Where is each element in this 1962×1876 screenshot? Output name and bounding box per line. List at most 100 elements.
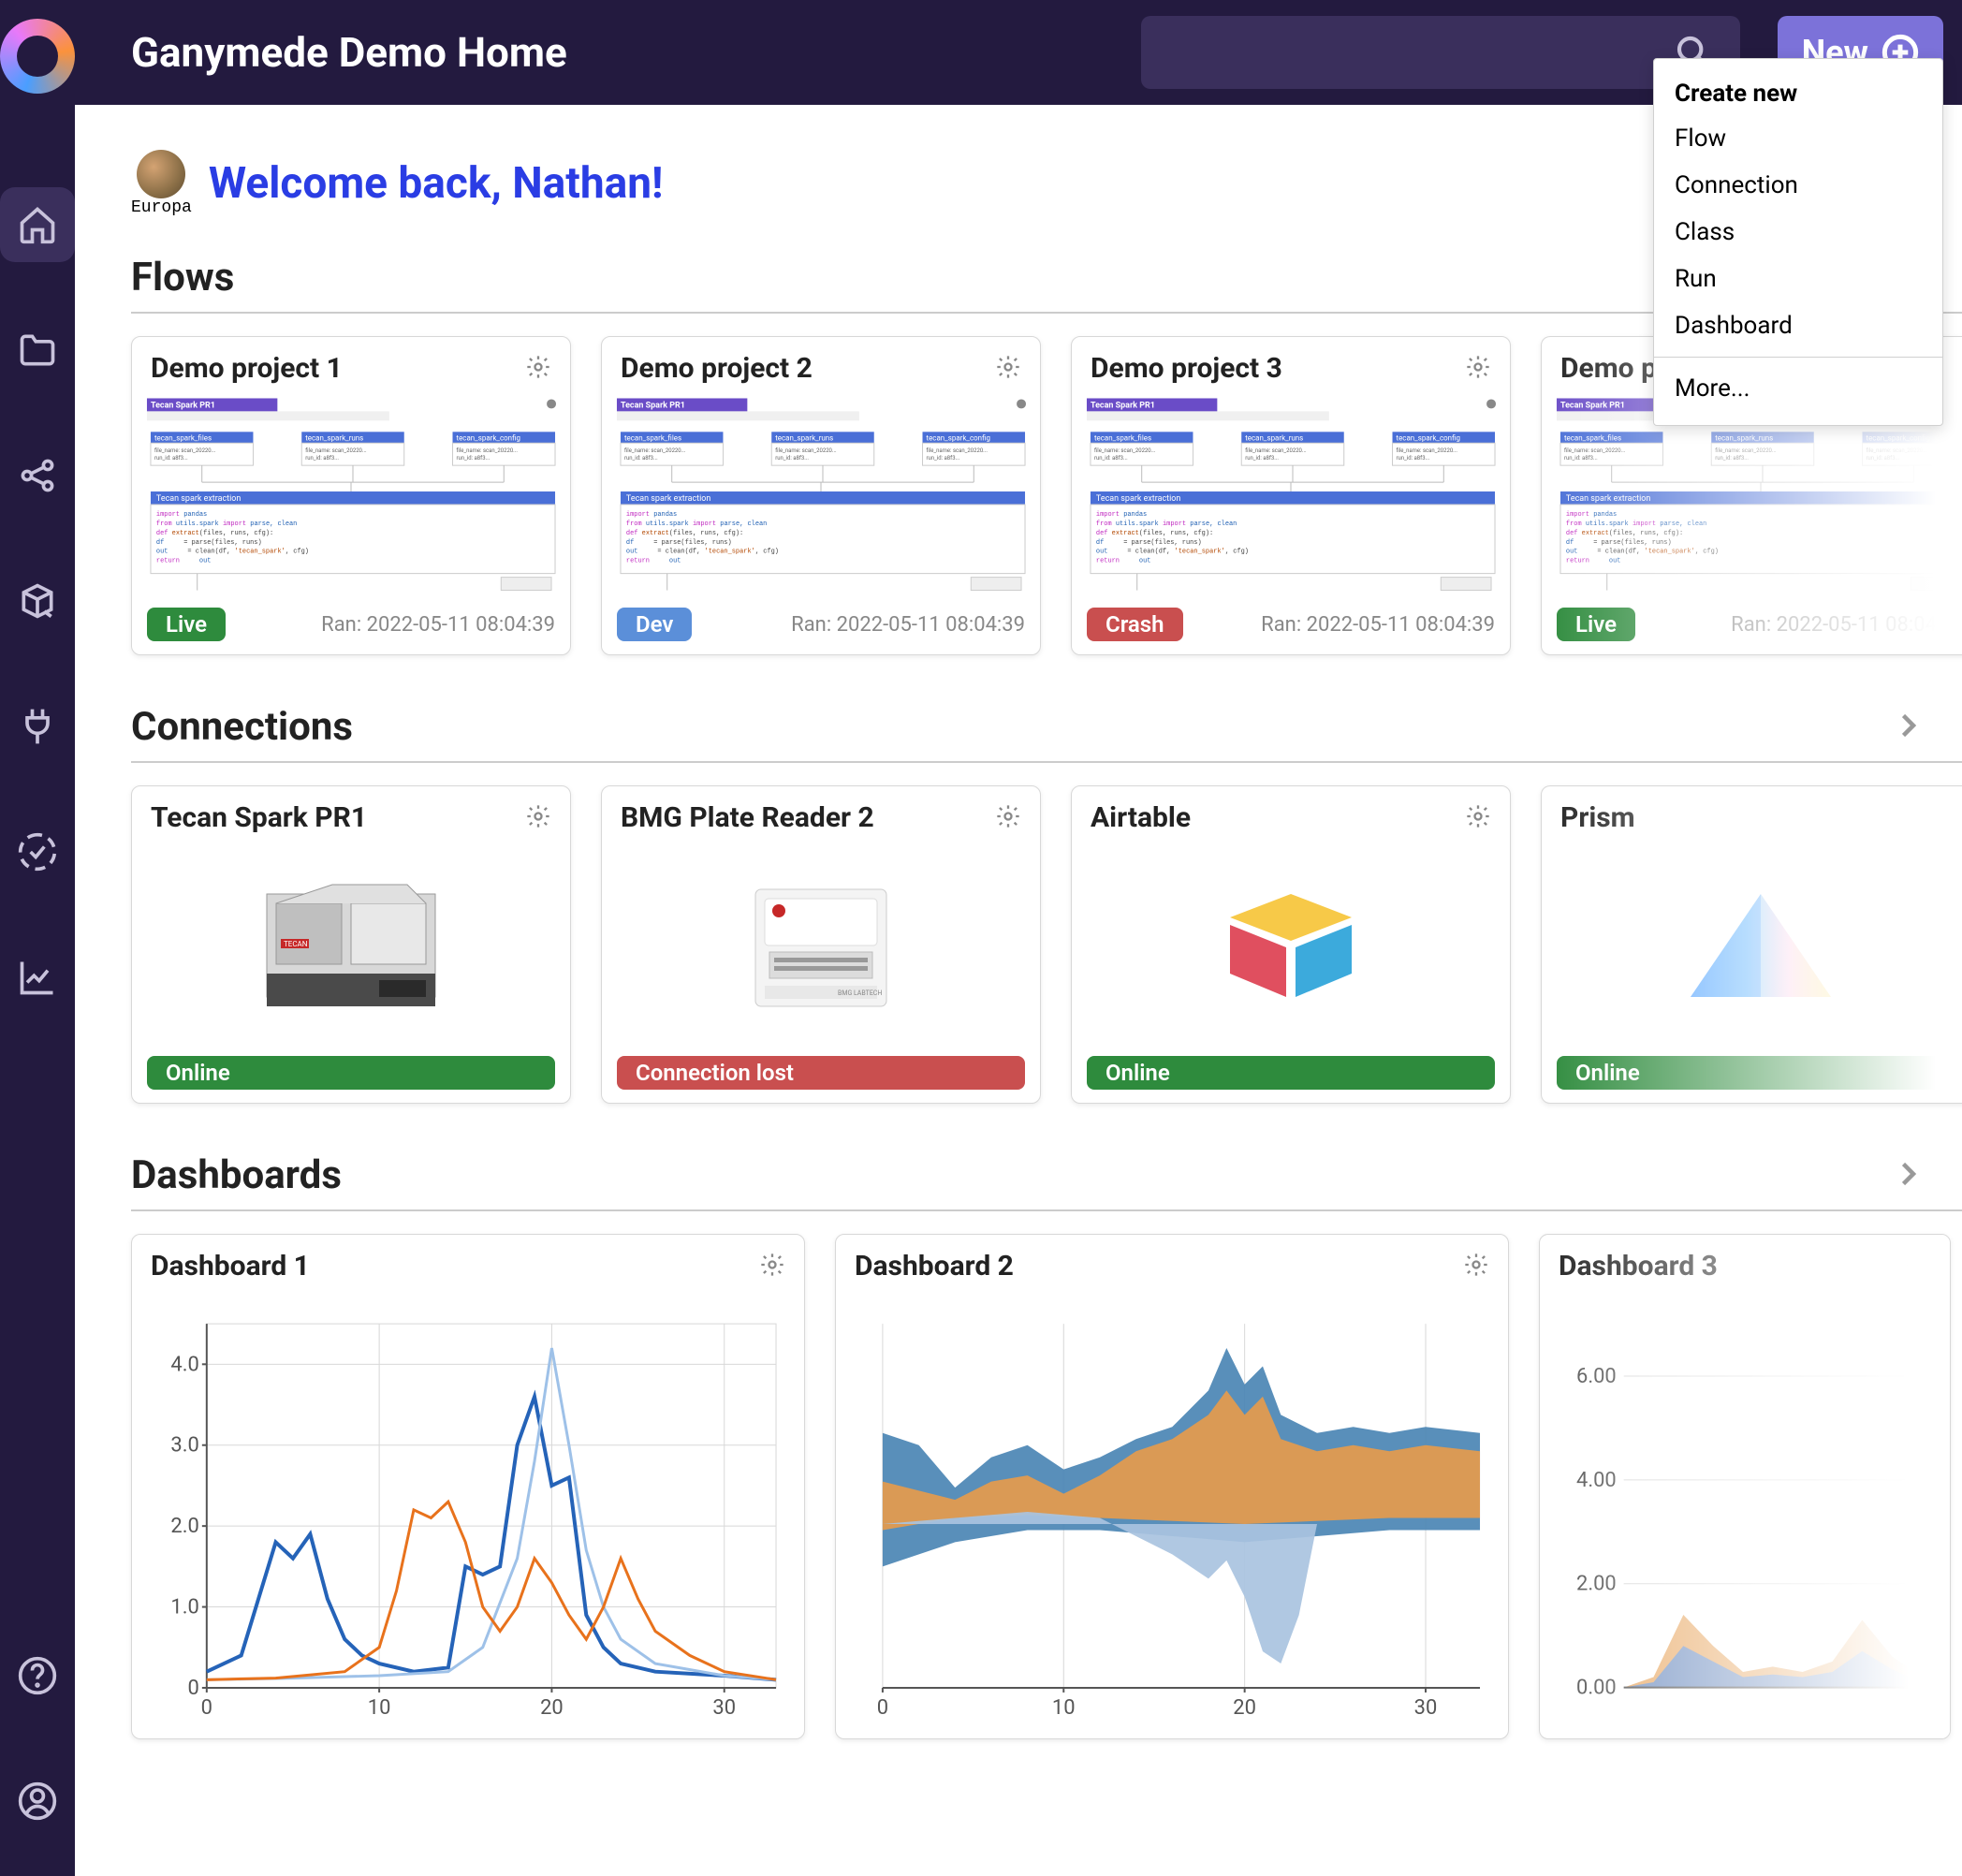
- flow-card-title: Demo project 2: [621, 352, 813, 385]
- connection-status-badge: Connection lost: [617, 1056, 1025, 1090]
- connection-card[interactable]: BMG Plate Reader 2 BMG LABTECH Connectio…: [601, 785, 1041, 1104]
- flow-card-title: Demo project 1: [151, 352, 343, 385]
- dashboard-settings-button[interactable]: [1463, 1252, 1489, 1282]
- svg-text:, cfg): , cfg): [286, 549, 309, 556]
- svg-text:run_id: a8f3...: run_id: a8f3...: [456, 455, 490, 462]
- svg-text:import: import: [626, 511, 650, 519]
- prism-icon: [1681, 885, 1840, 1006]
- svg-text:run_id: a8f3...: run_id: a8f3...: [624, 455, 658, 462]
- svg-text:from: from: [1566, 520, 1582, 528]
- flow-card[interactable]: Demo project 2 Tecan Spark PR1tecan_spar…: [601, 336, 1041, 655]
- svg-text:Tecan spark extraction: Tecan spark extraction: [1096, 494, 1180, 504]
- svg-text:file_name: scan_20220...: file_name: scan_20220...: [154, 447, 216, 454]
- svg-text:out: out: [1609, 558, 1621, 565]
- nav-files[interactable]: [0, 313, 75, 388]
- svg-text:file_name: scan_20220...: file_name: scan_20220...: [775, 447, 837, 454]
- svg-text:= clean(df,: = clean(df,: [1597, 549, 1640, 556]
- nav-account[interactable]: [0, 1764, 75, 1839]
- dashboard-card[interactable]: Dashboard 3 0.002.004.006.00: [1539, 1234, 1951, 1739]
- nav-help[interactable]: [0, 1638, 75, 1713]
- connection-icon-area: TECAN: [132, 843, 570, 1047]
- dropdown-item-dashboard[interactable]: Dashboard: [1654, 302, 1942, 349]
- dropdown-more[interactable]: More...: [1654, 365, 1942, 412]
- svg-text:file_name: scan_20220...: file_name: scan_20220...: [1094, 447, 1156, 454]
- search-input[interactable]: [1141, 16, 1740, 89]
- svg-text:pandas: pandas: [1123, 511, 1147, 519]
- dashboard-settings-button[interactable]: [1905, 1252, 1931, 1282]
- svg-text:return: return: [156, 558, 180, 565]
- dashboard-card[interactable]: Dashboard 1 01.02.03.04.00102030: [131, 1234, 805, 1739]
- nav-share[interactable]: [0, 438, 75, 513]
- connections-next-arrow[interactable]: [1891, 709, 1925, 746]
- nav-analytics[interactable]: [0, 940, 75, 1015]
- dashboard-card-title: Dashboard 1: [151, 1250, 310, 1282]
- svg-text:'tecan_spark': 'tecan_spark': [705, 549, 755, 556]
- svg-text:Tecan Spark PR1: Tecan Spark PR1: [1091, 401, 1155, 410]
- svg-text:def: def: [156, 530, 168, 537]
- svg-text:run_id: a8f3...: run_id: a8f3...: [1396, 455, 1429, 462]
- connection-settings-button[interactable]: [1935, 803, 1961, 833]
- dropdown-item-connection[interactable]: Connection: [1654, 162, 1942, 209]
- svg-text:tecan_spark_runs: tecan_spark_runs: [775, 433, 833, 442]
- svg-text:Tecan Spark PR1: Tecan Spark PR1: [151, 401, 215, 410]
- svg-text:, cfg): , cfg): [1695, 549, 1719, 556]
- dashboard-settings-button[interactable]: [759, 1252, 785, 1282]
- svg-text:from: from: [156, 520, 172, 528]
- europa-icon: [137, 150, 185, 198]
- svg-text:out: out: [1096, 549, 1108, 556]
- svg-text:30: 30: [712, 1696, 736, 1720]
- svg-text:Tecan spark extraction: Tecan spark extraction: [1566, 494, 1650, 504]
- connection-card[interactable]: Tecan Spark PR1 TECAN Online: [131, 785, 571, 1104]
- dashboard-card[interactable]: Dashboard 2 0102030: [835, 1234, 1509, 1739]
- svg-text:, cfg): , cfg): [755, 549, 779, 556]
- svg-text:(files, runs, cfg):: (files, runs, cfg):: [1139, 530, 1213, 537]
- svg-text:utils.spark: utils.spark: [176, 520, 219, 528]
- connection-settings-button[interactable]: [525, 803, 551, 833]
- gear-icon: [1463, 1252, 1489, 1278]
- dashboards-next-arrow[interactable]: [1891, 1157, 1925, 1194]
- flow-preview: Tecan Spark PR1tecan_spark_filesfile_nam…: [1072, 394, 1510, 598]
- svg-text:Tecan spark extraction: Tecan spark extraction: [156, 494, 241, 504]
- svg-text:parse, clean: parse, clean: [720, 520, 767, 528]
- dropdown-item-run[interactable]: Run: [1654, 256, 1942, 302]
- share-icon: [17, 455, 58, 496]
- svg-text:tecan_spark_config: tecan_spark_config: [1866, 433, 1929, 442]
- connection-icon-area: [1542, 843, 1962, 1047]
- flow-settings-button[interactable]: [1465, 354, 1491, 384]
- connection-status-badge: Online: [147, 1056, 555, 1090]
- connection-card[interactable]: Prism Online: [1541, 785, 1962, 1104]
- svg-text:10: 10: [368, 1696, 391, 1720]
- flow-settings-button[interactable]: [995, 354, 1021, 384]
- flow-ran-text: Ran: 2022-05-11 08:04:39: [791, 613, 1025, 637]
- connection-settings-button[interactable]: [1465, 803, 1491, 833]
- nav-progress[interactable]: [0, 814, 75, 889]
- nav-connections[interactable]: [0, 689, 75, 764]
- dashboard-card-title: Dashboard 3: [1559, 1250, 1718, 1282]
- dropdown-item-flow[interactable]: Flow: [1654, 115, 1942, 162]
- svg-text:parse, clean: parse, clean: [1660, 520, 1706, 528]
- connection-icon-area: [1072, 843, 1510, 1047]
- chart-line-icon: [17, 957, 58, 998]
- svg-text:TECAN: TECAN: [284, 940, 308, 948]
- svg-text:import: import: [223, 520, 246, 528]
- dropdown-item-class[interactable]: Class: [1654, 209, 1942, 256]
- flow-card[interactable]: Demo project 1 Tecan Spark PR1tecan_spar…: [131, 336, 571, 655]
- svg-text:df: df: [1096, 539, 1104, 547]
- svg-text:0: 0: [188, 1677, 199, 1700]
- svg-text:= parse(files, runs): = parse(files, runs): [653, 539, 731, 547]
- nav-home[interactable]: [0, 187, 75, 262]
- svg-text:4.0: 4.0: [170, 1353, 198, 1376]
- dashboard-chart: 01.02.03.04.00102030: [132, 1292, 804, 1738]
- nav-data[interactable]: [0, 564, 75, 638]
- svg-text:extract: extract: [172, 530, 199, 537]
- flow-card[interactable]: Demo project 3 Tecan Spark PR1tecan_spar…: [1071, 336, 1511, 655]
- flow-settings-button[interactable]: [525, 354, 551, 384]
- help-icon: [17, 1655, 58, 1696]
- connection-status-badge: Online: [1557, 1056, 1962, 1090]
- connection-card[interactable]: Airtable Online: [1071, 785, 1511, 1104]
- svg-text:def: def: [1096, 530, 1108, 537]
- svg-text:0: 0: [201, 1696, 212, 1720]
- connection-settings-button[interactable]: [995, 803, 1021, 833]
- flow-status-badge: Live: [147, 608, 226, 641]
- svg-text:, cfg): , cfg): [1225, 549, 1249, 556]
